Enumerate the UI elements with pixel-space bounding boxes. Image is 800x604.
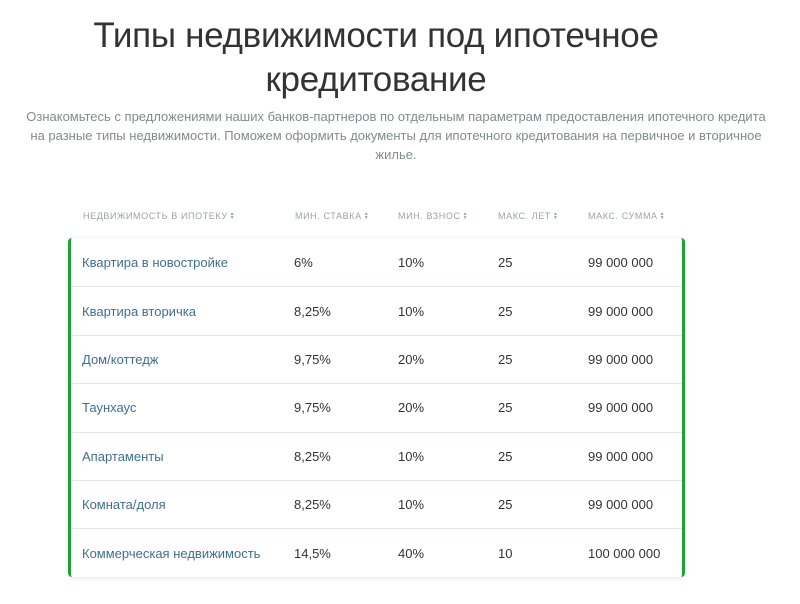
min-rate-cell: 8,25%: [294, 448, 331, 464]
column-header-label: МИН. ВЗНОС: [398, 211, 461, 221]
column-header-label: МАКС. СУММА: [588, 211, 658, 221]
mortgage-table: Квартира в новостройке 6% 10% 25 99 000 …: [68, 238, 685, 577]
intro-text: Ознакомьтесь с предложениями наших банко…: [26, 109, 766, 162]
sort-icon: ▲ ▼: [229, 211, 236, 221]
column-header-label: МИН. СТАВКА: [295, 211, 362, 221]
min-rate-cell: 8,25%: [294, 303, 331, 319]
column-header-down-payment[interactable]: МИН. ВЗНОС ▲ ▼: [398, 206, 468, 226]
sort-icon: ▲ ▼: [363, 211, 370, 221]
column-header-label: МАКС. ЛЕТ: [498, 211, 551, 221]
sort-icon: ▲ ▼: [462, 211, 469, 221]
min-rate-cell: 9,75%: [294, 400, 331, 416]
max-sum-cell: 99 000 000: [588, 497, 654, 513]
property-type-link[interactable]: Таунхаус: [82, 400, 137, 416]
min-down-payment-cell: 20%: [398, 351, 425, 367]
table-row[interactable]: Коммерческая недвижимость 14,5% 40% 10 1…: [71, 528, 682, 576]
max-sum-cell: 99 000 000: [588, 448, 654, 464]
page-title: Типы недвижимости под ипотечное кредитов…: [93, 16, 659, 99]
min-rate-cell: 6%: [294, 254, 313, 270]
table-row[interactable]: Дом/коттедж 9,75% 20% 25 99 000 000: [71, 334, 682, 383]
max-years-cell: 25: [498, 303, 513, 319]
property-type-link[interactable]: Коммерческая недвижимость: [82, 545, 261, 561]
table-row[interactable]: Квартира в новостройке 6% 10% 25 99 000 …: [71, 238, 682, 286]
property-type-link[interactable]: Квартира в новостройке: [82, 254, 228, 270]
min-down-payment-cell: 20%: [398, 400, 425, 416]
column-header-rate[interactable]: МИН. СТАВКА ▲ ▼: [295, 206, 369, 226]
table-header: НЕДВИЖИМОСТЬ В ИПОТЕКУ ▲ ▼ МИН. СТАВКА ▲ ▼…: [70, 206, 684, 226]
table-row[interactable]: Квартира вторичка 8,25% 10% 25 99 000 00…: [71, 286, 682, 334]
max-sum-cell: 99 000 000: [588, 303, 654, 319]
max-years-cell: 25: [498, 254, 513, 270]
max-sum-cell: 99 000 000: [588, 400, 654, 416]
min-down-payment-cell: 40%: [398, 545, 425, 561]
min-down-payment-cell: 10%: [398, 254, 425, 270]
min-down-payment-cell: 10%: [398, 303, 425, 319]
table-row[interactable]: Таунхаус 9,75% 20% 25 99 000 000: [71, 383, 682, 431]
sort-icon: ▲ ▼: [659, 211, 666, 221]
table-row[interactable]: Комната/доля 8,25% 10% 25 99 000 000: [71, 479, 682, 528]
min-rate-cell: 9,75%: [294, 351, 331, 367]
property-type-link[interactable]: Дом/коттедж: [82, 351, 159, 367]
max-years-cell: 25: [498, 497, 513, 513]
min-rate-cell: 8,25%: [294, 497, 331, 513]
max-sum-cell: 100 000 000: [588, 545, 661, 561]
property-type-link[interactable]: Комната/доля: [82, 497, 166, 513]
table-row[interactable]: Апартаменты 8,25% 10% 25 99 000 000: [71, 431, 682, 480]
min-down-payment-cell: 10%: [398, 497, 425, 513]
sort-icon: ▲ ▼: [552, 211, 559, 221]
max-sum-cell: 99 000 000: [588, 351, 654, 367]
column-header-years[interactable]: МАКС. ЛЕТ ▲ ▼: [498, 206, 559, 226]
property-type-link[interactable]: Квартира вторичка: [82, 303, 196, 319]
min-rate-cell: 14,5%: [294, 545, 331, 561]
property-type-link[interactable]: Апартаменты: [82, 448, 164, 464]
column-header-label: НЕДВИЖИМОСТЬ В ИПОТЕКУ: [83, 211, 228, 221]
min-down-payment-cell: 10%: [398, 448, 425, 464]
column-header-sum[interactable]: МАКС. СУММА ▲ ▼: [588, 206, 665, 226]
max-years-cell: 25: [498, 351, 513, 367]
max-years-cell: 25: [498, 448, 513, 464]
max-years-cell: 25: [498, 400, 513, 416]
column-header-type[interactable]: НЕДВИЖИМОСТЬ В ИПОТЕКУ ▲ ▼: [83, 206, 235, 226]
max-years-cell: 10: [498, 545, 513, 561]
max-sum-cell: 99 000 000: [588, 254, 654, 270]
